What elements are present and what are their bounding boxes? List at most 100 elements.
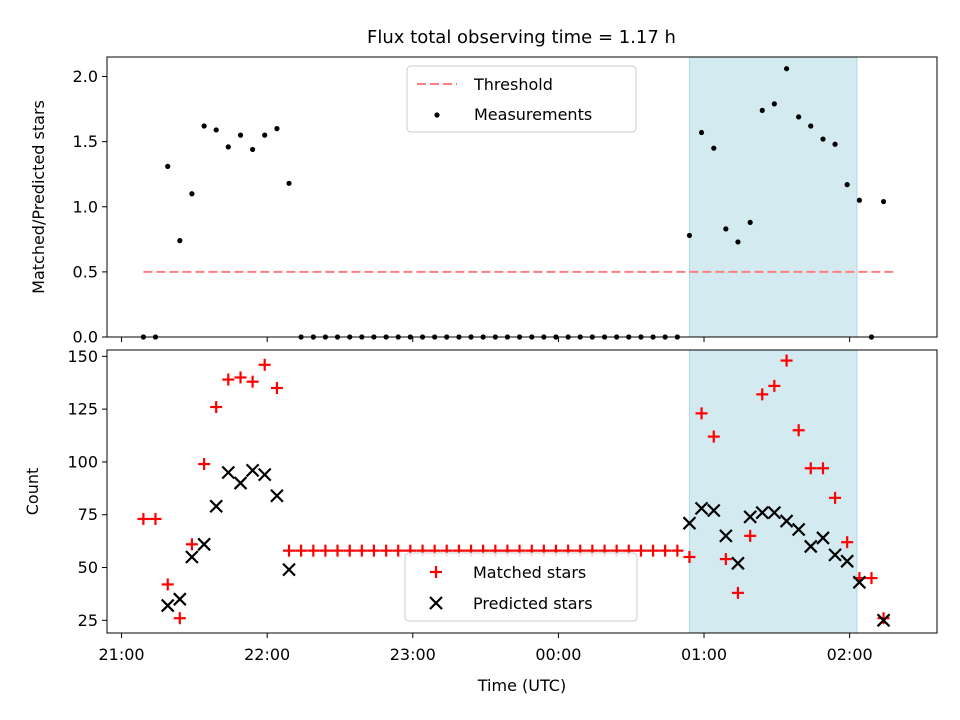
panel-counts: 25 50 75 100 125 150 21:00 22:00 23:00 00:00 01:0… xyxy=(23,347,938,695)
matched-star-point xyxy=(258,358,271,371)
predicted-star-point xyxy=(270,488,284,503)
matched-star-point xyxy=(234,371,247,384)
matched-star-point xyxy=(731,586,744,599)
observing-window-shade xyxy=(688,349,858,634)
legend-matched-swatch xyxy=(430,566,442,578)
predicted-star-point xyxy=(828,548,842,562)
matched-star-point xyxy=(671,544,684,557)
matched-star-point xyxy=(246,375,259,388)
predicted-star-point xyxy=(173,592,187,606)
measurement-point xyxy=(189,191,195,197)
matched-star-point xyxy=(865,572,878,585)
matched-star-point xyxy=(380,544,393,557)
measurement-point xyxy=(783,66,790,72)
measurement-point xyxy=(747,219,753,225)
y-axis-label-bottom: Count xyxy=(23,468,42,516)
legend-measurements-swatch xyxy=(434,112,440,118)
measurement-point xyxy=(177,238,183,244)
y-tick-label: 50 xyxy=(78,558,98,577)
measurement-point xyxy=(262,132,268,138)
measurement-point xyxy=(880,198,887,205)
predicted-star-point xyxy=(791,522,806,537)
x-tick-label: 02:00 xyxy=(827,645,873,664)
matched-star-point xyxy=(647,544,660,557)
matched-star-point xyxy=(804,462,817,475)
matched-star-point xyxy=(792,424,805,437)
measurement-point xyxy=(723,226,729,232)
y-tick-label: 0.5 xyxy=(73,262,98,281)
matched-star-point xyxy=(877,612,890,625)
x-axis-label: Time (UTC) xyxy=(477,676,566,695)
predicted-star-point xyxy=(803,539,818,554)
x-tick-label: 01:00 xyxy=(681,645,727,664)
matched-star-point xyxy=(198,458,211,471)
matched-stars-series xyxy=(137,354,890,625)
measurement-point xyxy=(213,127,219,133)
measurement-point xyxy=(856,197,862,203)
predicted-star-point xyxy=(767,505,782,520)
measurement-point xyxy=(698,129,705,136)
chart-title: Flux total observing time = 1.17 h xyxy=(367,27,676,48)
measurement-point xyxy=(796,114,802,120)
predicted-star-point xyxy=(852,575,867,590)
matched-star-point xyxy=(659,544,672,557)
predicted-star-point xyxy=(682,516,697,530)
matched-star-point xyxy=(270,382,283,395)
predicted-stars-series xyxy=(160,463,891,628)
predicted-star-point xyxy=(185,550,199,564)
matched-star-point xyxy=(744,529,757,542)
y-tick-label: 1.0 xyxy=(73,197,98,216)
legend-threshold-label: Threshold xyxy=(473,75,553,94)
predicted-star-point xyxy=(209,499,223,514)
measurements-series xyxy=(140,66,887,340)
measurement-point xyxy=(844,182,850,188)
matched-star-point xyxy=(719,553,732,566)
matched-star-point xyxy=(683,550,696,563)
measurement-point xyxy=(735,239,741,245)
predicted-star-point xyxy=(743,510,757,524)
legend-predicted-swatch xyxy=(429,596,443,610)
matched-star-point xyxy=(634,544,647,557)
predicted-star-point xyxy=(233,476,248,490)
measurement-point xyxy=(832,141,838,147)
predicted-star-point xyxy=(694,501,709,516)
predicted-star-point xyxy=(876,613,891,628)
legend-box xyxy=(406,65,637,133)
measurement-point xyxy=(225,144,231,150)
measurement-point xyxy=(820,136,826,142)
measurement-point xyxy=(711,145,717,151)
y-tick-label: 150 xyxy=(67,347,98,366)
matched-star-point xyxy=(695,407,708,420)
x-ticks-top xyxy=(121,337,851,342)
matched-star-point xyxy=(331,544,344,557)
x-tick-label: 21:00 xyxy=(99,645,145,664)
matched-star-point xyxy=(392,544,405,557)
legend-box xyxy=(404,552,638,622)
predicted-star-point xyxy=(755,505,770,520)
predicted-star-point xyxy=(731,556,745,571)
matched-star-point xyxy=(161,578,174,591)
y-tick-label: 2.0 xyxy=(73,67,98,86)
y-axis-label-top: Matched/Predicted stars xyxy=(29,100,48,294)
matched-star-point xyxy=(307,544,320,557)
matched-star-point xyxy=(768,379,781,392)
matched-star-point xyxy=(185,538,198,551)
matched-star-point xyxy=(367,544,380,557)
measurement-point xyxy=(759,107,765,113)
plot-frame-bottom xyxy=(106,349,938,634)
predicted-star-point xyxy=(197,537,211,552)
matched-star-point xyxy=(283,544,296,557)
measurement-point xyxy=(686,232,693,239)
matched-star-point xyxy=(841,536,854,549)
predicted-star-point xyxy=(160,598,175,613)
x-tick-label: 22:00 xyxy=(244,645,290,664)
legend-top: Threshold Measurements xyxy=(406,65,637,133)
x-axis: 21:00 22:00 23:00 00:00 01:00 02:00 xyxy=(99,633,873,664)
legend-matched-label: Matched stars xyxy=(473,563,586,582)
measurement-point xyxy=(201,123,207,129)
matched-star-point xyxy=(137,512,150,525)
measurement-point xyxy=(165,163,171,169)
y-axis-bottom: 25 50 75 100 125 150 xyxy=(67,347,107,630)
matched-star-point xyxy=(707,430,720,443)
matched-star-point xyxy=(780,354,793,367)
